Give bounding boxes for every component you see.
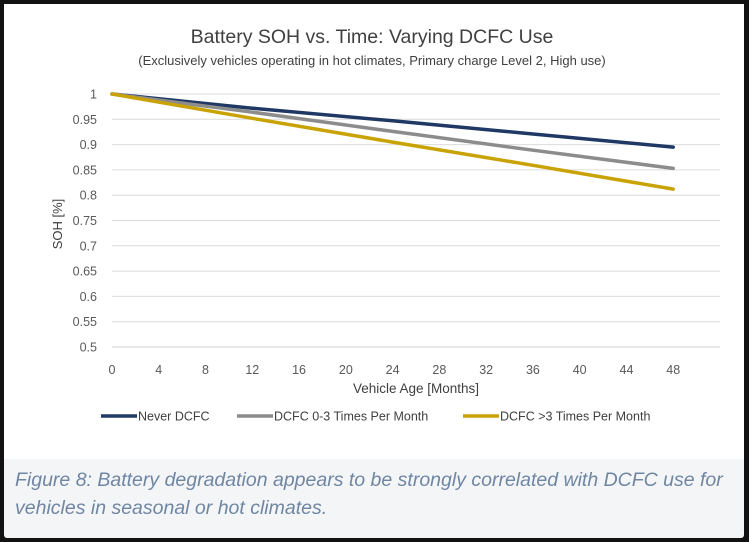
chart-panel: Battery SOH vs. Time: Varying DCFC Use (…: [4, 4, 744, 459]
y-tick-label: 0.8: [80, 189, 97, 203]
x-tick-label: 44: [620, 363, 634, 377]
legend-label: Never DCFC: [138, 410, 210, 424]
x-tick-label: 0: [109, 363, 116, 377]
x-tick-label: 4: [155, 363, 162, 377]
y-tick-label: 0.7: [80, 239, 97, 253]
x-tick-label: 12: [245, 363, 259, 377]
y-tick-labels: 0.5 0.55 0.6 0.65 0.7 0.75 0.8 0.85 0.9 0.95 1: [73, 88, 97, 355]
series-line: [110, 92, 675, 191]
y-tick-label: 0.6: [80, 290, 97, 304]
x-tick-label: 28: [432, 363, 446, 377]
x-tick-label: 32: [479, 363, 493, 377]
legend-label: DCFC >3 Times Per Month: [500, 410, 650, 424]
line-chart: Battery SOH vs. Time: Varying DCFC Use (…: [50, 26, 720, 424]
x-tick-labels: 0 4 8 12 16 20 24 28 32 36 40 44 48: [109, 363, 681, 377]
y-tick-label: 0.95: [73, 113, 97, 127]
y-tick-label: 0.65: [73, 265, 97, 279]
x-tick-label: 40: [573, 363, 587, 377]
x-tick-label: 8: [202, 363, 209, 377]
y-tick-label: 0.55: [73, 315, 97, 329]
legend: Never DCFC DCFC 0-3 Times Per Month DCFC >…: [101, 410, 650, 424]
series-line: [110, 92, 675, 171]
legend-label: DCFC 0-3 Times Per Month: [274, 410, 428, 424]
figure-caption: Figure 8: Battery degradation appears to…: [15, 469, 723, 519]
chart-title: Battery SOH vs. Time: Varying DCFC Use: [191, 26, 554, 48]
x-tick-label: 16: [292, 363, 306, 377]
x-tick-label: 36: [526, 363, 540, 377]
chart-subtitle: (Exclusively vehicles operating in hot c…: [138, 53, 605, 68]
y-tick-label: 0.85: [73, 163, 97, 177]
x-tick-label: 24: [386, 363, 400, 377]
y-tick-label: 0.75: [73, 214, 97, 228]
y-tick-label: 1: [90, 88, 97, 102]
series-lines: [110, 92, 675, 191]
series-line: [110, 92, 675, 149]
x-axis-label: Vehicle Age [Months]: [353, 381, 479, 396]
y-axis-label: SOH [%]: [50, 199, 65, 250]
gridlines: [112, 93, 720, 348]
x-tick-label: 20: [339, 363, 353, 377]
x-tick-label: 48: [666, 363, 680, 377]
y-tick-label: 0.5: [80, 341, 97, 355]
y-tick-label: 0.9: [80, 138, 97, 152]
figure-frame: Battery SOH vs. Time: Varying DCFC Use (…: [4, 4, 744, 538]
